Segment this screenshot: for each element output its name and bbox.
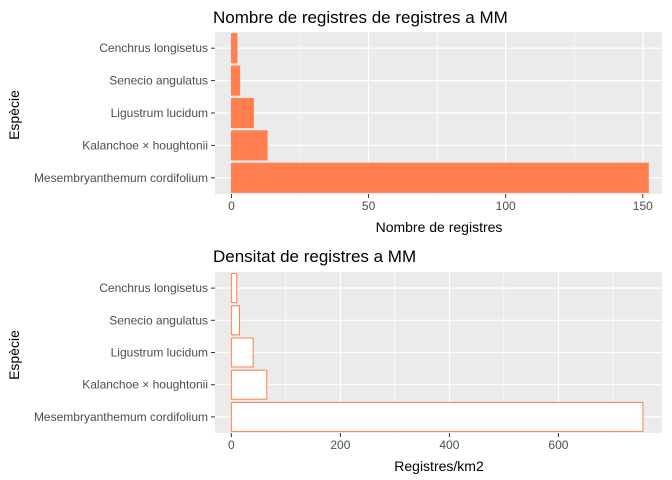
bar — [230, 65, 241, 96]
chart-title: Densitat de registres a MM — [213, 247, 416, 266]
bar — [230, 369, 268, 400]
y-tick-label: Kalanchoe × houghtonii — [82, 138, 208, 152]
x-axis-label: Registres/km2 — [394, 458, 484, 474]
bar — [230, 401, 644, 432]
y-tick-label: Ligustrum lucidum — [111, 106, 208, 120]
x-axis-label: Nombre de registres — [376, 219, 503, 235]
chart-record-counts: Nombre de registres de registres a MM No… — [6, 8, 662, 235]
y-tick-label: Mesembryanthemum cordifolium — [34, 171, 208, 185]
x-tick-label: 0 — [228, 438, 235, 452]
y-tick-label: Cenchrus longisetus — [99, 281, 208, 295]
bar — [230, 337, 254, 368]
y-tick-label: Senecio angulatus — [109, 313, 208, 327]
y-tick-label: Kalanchoe × houghtonii — [82, 378, 208, 392]
x-tick-label: 0 — [228, 199, 235, 213]
chart-record-density: Densitat de registres a MM Registres/km2… — [6, 247, 662, 474]
bar — [230, 33, 238, 64]
x-tick-label: 200 — [330, 438, 350, 452]
x-tick-label: 150 — [633, 199, 653, 213]
x-tick-label: 400 — [439, 438, 459, 452]
y-tick-label: Cenchrus longisetus — [99, 41, 208, 55]
x-tick-label: 600 — [548, 438, 568, 452]
y-axis-label: Espècie — [6, 90, 22, 140]
bar — [230, 162, 649, 193]
bar — [230, 97, 254, 129]
y-axis-label: Espècie — [6, 330, 22, 380]
chart-title: Nombre de registres de registres a MM — [213, 8, 508, 27]
x-tick-label: 100 — [496, 199, 516, 213]
bar — [230, 130, 268, 161]
y-tick-label: Mesembryanthemum cordifolium — [34, 410, 208, 424]
bar — [230, 305, 241, 336]
bar — [230, 273, 238, 304]
y-tick-label: Senecio angulatus — [109, 74, 208, 88]
y-tick-label: Ligustrum lucidum — [111, 346, 208, 360]
x-tick-label: 50 — [362, 199, 376, 213]
